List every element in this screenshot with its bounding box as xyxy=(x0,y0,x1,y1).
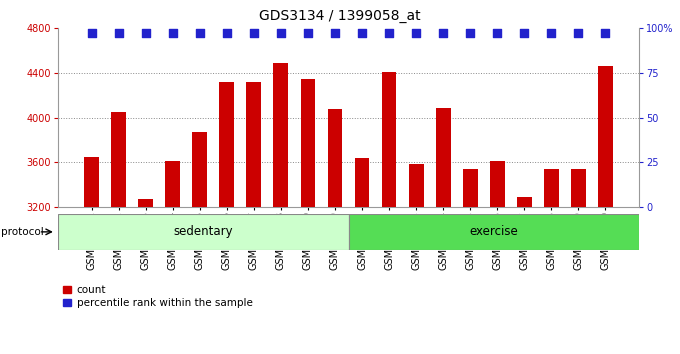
Point xyxy=(384,30,394,35)
Bar xyxy=(246,82,261,354)
Bar xyxy=(192,132,207,354)
Point xyxy=(519,30,530,35)
Bar xyxy=(571,169,585,354)
Bar xyxy=(409,164,424,354)
Bar xyxy=(328,109,343,354)
Bar xyxy=(436,108,451,354)
Point xyxy=(438,30,449,35)
Bar xyxy=(381,72,396,354)
Bar xyxy=(58,214,348,250)
Point xyxy=(140,30,151,35)
Text: GDS3134 / 1399058_at: GDS3134 / 1399058_at xyxy=(259,9,421,23)
Text: exercise: exercise xyxy=(469,225,518,238)
Bar xyxy=(490,161,505,354)
Point xyxy=(303,30,313,35)
Point xyxy=(86,30,97,35)
Text: protocol: protocol xyxy=(1,227,44,237)
Bar xyxy=(138,199,153,354)
Point xyxy=(546,30,557,35)
Point xyxy=(330,30,341,35)
Point xyxy=(248,30,259,35)
Point xyxy=(464,30,475,35)
Bar xyxy=(273,63,288,354)
Bar xyxy=(348,214,639,250)
Legend: count, percentile rank within the sample: count, percentile rank within the sample xyxy=(63,285,252,308)
Point xyxy=(356,30,367,35)
Text: sedentary: sedentary xyxy=(173,225,233,238)
Point xyxy=(411,30,422,35)
Point xyxy=(222,30,233,35)
Bar xyxy=(165,161,180,354)
Point xyxy=(114,30,124,35)
Bar xyxy=(301,79,316,354)
Bar xyxy=(598,66,613,354)
Point xyxy=(573,30,583,35)
Point xyxy=(275,30,286,35)
Bar xyxy=(354,158,369,354)
Point xyxy=(167,30,178,35)
Bar xyxy=(544,169,559,354)
Bar xyxy=(84,157,99,354)
Point xyxy=(492,30,503,35)
Bar xyxy=(112,112,126,354)
Point xyxy=(194,30,205,35)
Bar xyxy=(517,197,532,354)
Point xyxy=(600,30,611,35)
Bar xyxy=(462,169,477,354)
Bar xyxy=(220,82,235,354)
